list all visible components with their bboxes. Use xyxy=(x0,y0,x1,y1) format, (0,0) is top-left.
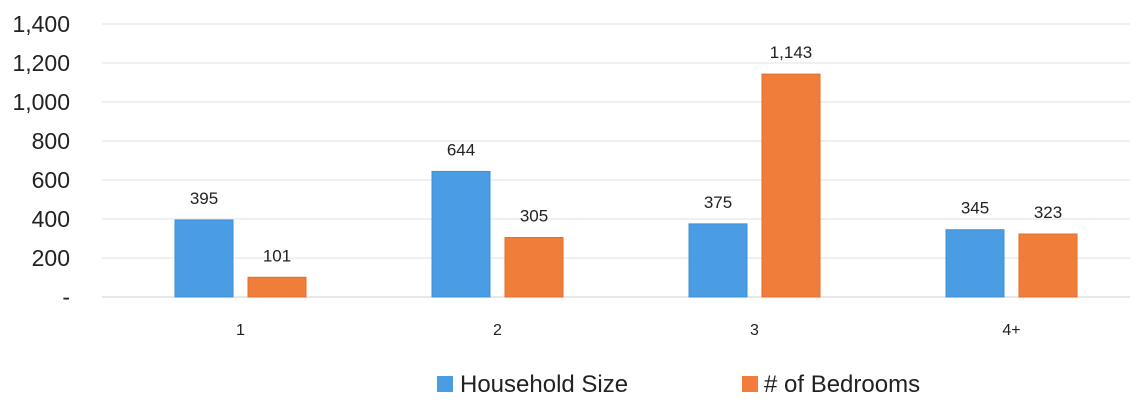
y-tick-label: 400 xyxy=(32,206,70,232)
data-label: 305 xyxy=(520,207,548,226)
data-label: 345 xyxy=(961,199,989,218)
x-tick-label: 3 xyxy=(750,322,759,339)
legend-label-household-size: Household Size xyxy=(460,371,628,398)
data-label: 644 xyxy=(447,140,475,159)
data-label: 1,143 xyxy=(770,43,813,62)
legend-label-bedrooms: # of Bedrooms xyxy=(764,371,920,398)
bar-household-size xyxy=(688,223,748,298)
bar-household-size xyxy=(431,170,491,298)
data-label: 323 xyxy=(1034,203,1062,222)
gridlines xyxy=(102,23,1130,298)
y-tick-label: 200 xyxy=(32,245,70,271)
legend-item-bedrooms: # of Bedrooms xyxy=(742,371,920,398)
legend-swatch-bedrooms xyxy=(742,376,758,392)
x-tick-label: 4+ xyxy=(1002,322,1020,339)
bars xyxy=(174,73,1078,298)
bar-bedrooms xyxy=(504,237,564,298)
bar-household-size xyxy=(174,219,234,298)
legend-swatch-household-size xyxy=(437,376,453,392)
bar-household-size xyxy=(945,229,1005,298)
y-tick-label: 1,000 xyxy=(12,89,70,115)
y-axis-tick-labels: - 200 400 600 800 1,000 1,200 1,400 xyxy=(12,11,70,310)
y-tick-label: 1,400 xyxy=(12,11,70,37)
x-tick-label: 1 xyxy=(236,322,245,339)
data-labels: 395 101 644 305 375 1,143 345 323 xyxy=(190,43,1062,265)
x-tick-label: 2 xyxy=(493,322,502,339)
y-tick-label: 800 xyxy=(32,128,70,154)
data-label: 375 xyxy=(704,193,732,212)
data-label: 101 xyxy=(263,246,291,265)
y-tick-label: 1,200 xyxy=(12,50,70,76)
bar-bedrooms xyxy=(761,73,821,298)
bar-bedrooms xyxy=(247,276,307,298)
x-axis-tick-labels: 1 2 3 4+ xyxy=(236,322,1021,339)
y-tick-label: 600 xyxy=(32,167,70,193)
legend: Household Size # of Bedrooms xyxy=(437,371,920,398)
data-label: 395 xyxy=(190,189,218,208)
bar-bedrooms xyxy=(1018,233,1078,298)
y-tick-label: - xyxy=(62,284,70,310)
legend-item-household-size: Household Size xyxy=(437,371,628,398)
